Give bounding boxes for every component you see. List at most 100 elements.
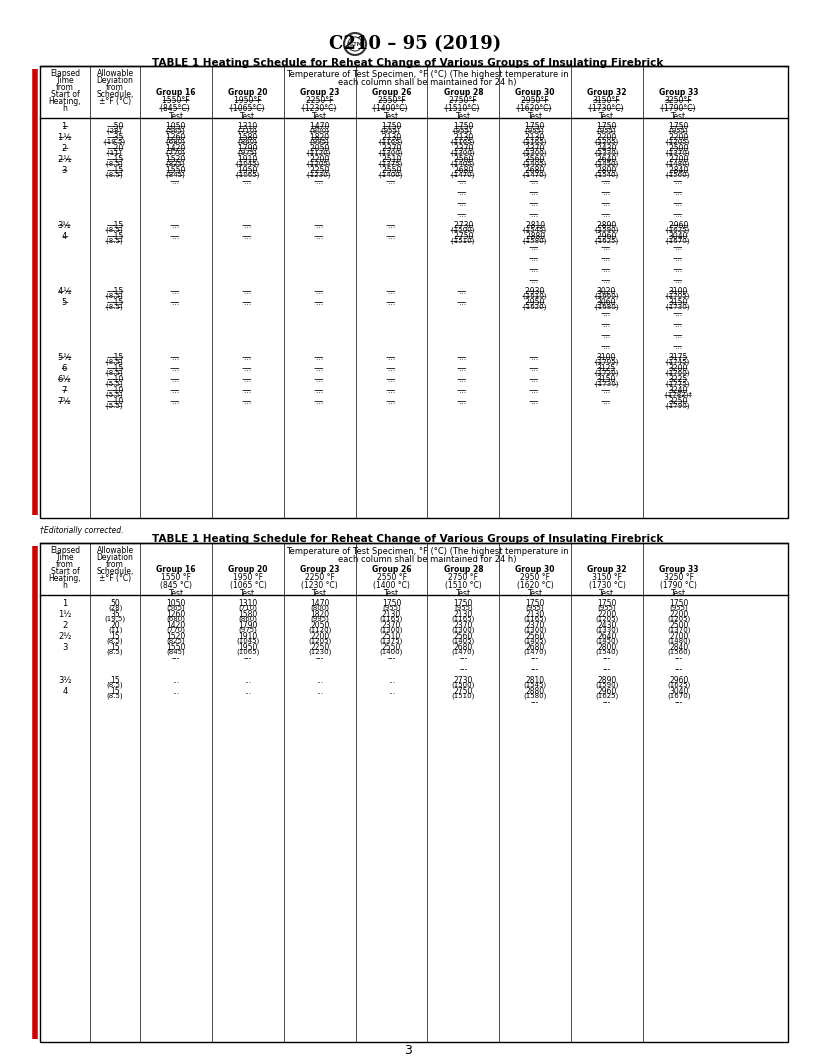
Text: —̶1̶5̶: —̶1̶5̶: [107, 232, 124, 241]
Text: 3̶1̶2̶5̶: 3̶1̶2̶5̶: [597, 364, 617, 373]
Text: each column shall be maintained for 24 h): each column shall be maintained for 24 h…: [338, 555, 517, 564]
Text: (1330): (1330): [595, 626, 619, 633]
Text: .̶.̶.̶: .̶.̶.̶: [316, 375, 323, 384]
Text: 3̶0̶4̶0̶: 3̶0̶4̶0̶: [669, 232, 689, 241]
Text: (825): (825): [166, 638, 185, 644]
Text: 2370: 2370: [526, 621, 545, 630]
Text: —̶5̶0̶: —̶5̶0̶: [106, 122, 124, 131]
Text: 3̶1̶0̶0̶: 3̶1̶0̶0̶: [597, 353, 617, 362]
Text: (̶1̶7̶2̶0̶)̶: (̶1̶7̶2̶0̶)̶: [596, 370, 619, 376]
Text: (̶1̶5̶1̶0̶)̶: (̶1̶5̶1̶0̶)̶: [452, 238, 475, 244]
Text: ---: ---: [172, 654, 180, 663]
Text: ---: ---: [531, 654, 539, 663]
Text: Time: Time: [55, 76, 74, 84]
Text: 1790: 1790: [238, 621, 258, 630]
Text: (̶1̶2̶3̶0̶°̶C̶)̶: (̶1̶2̶3̶0̶°̶C̶)̶: [303, 103, 337, 113]
Text: (̶8̶4̶5̶)̶: (̶8̶4̶5̶)̶: [166, 171, 185, 178]
Text: 2̶6̶4̶0̶: 2̶6̶4̶0̶: [597, 155, 617, 164]
Text: Allowable: Allowable: [96, 69, 134, 78]
Text: .̶.̶.̶: .̶.̶.̶: [388, 232, 395, 241]
Text: .̶.̶.̶: .̶.̶.̶: [316, 232, 323, 241]
Text: (1730 °C): (1730 °C): [588, 581, 625, 590]
Text: Test: Test: [456, 589, 471, 598]
Text: from: from: [56, 560, 74, 569]
Text: (̶8̶0̶0̶)̶: (̶8̶0̶0̶)̶: [310, 128, 329, 134]
Text: (1580): (1580): [524, 693, 547, 699]
Text: .̶.̶.̶: .̶.̶.̶: [675, 199, 682, 208]
Text: .̶.̶.̶: .̶.̶.̶: [531, 243, 539, 252]
Text: (̶7̶1̶0̶)̶: (̶7̶1̶0̶)̶: [238, 128, 257, 134]
Text: .̶.̶.̶: .̶.̶.̶: [675, 276, 682, 285]
Text: (1625): (1625): [667, 681, 690, 689]
Text: 2130: 2130: [382, 610, 401, 619]
Text: Heating,: Heating,: [49, 97, 82, 106]
Text: ±°F (°C): ±°F (°C): [99, 97, 131, 106]
Text: 1750: 1750: [669, 599, 689, 608]
Text: .̶.̶.̶: .̶.̶.̶: [459, 397, 467, 406]
Text: .̶.̶.̶: .̶.̶.̶: [388, 221, 395, 230]
Text: (̶8̶.̶5̶)̶: (̶8̶.̶5̶)̶: [107, 226, 123, 233]
Text: .̶.̶.̶: .̶.̶.̶: [459, 210, 467, 219]
Text: (̶5̶.̶5̶)̶: (̶5̶.̶5̶)̶: [107, 380, 123, 386]
Text: Test: Test: [456, 112, 471, 121]
Text: (̶1̶1̶6̶5̶)̶: (̶1̶1̶6̶5̶)̶: [452, 138, 475, 145]
Text: 2̶2̶5̶0̶°̶F̶: 2̶2̶5̶0̶°̶F̶: [306, 96, 334, 105]
Text: .̶.̶.̶: .̶.̶.̶: [531, 177, 539, 186]
Text: (955): (955): [669, 604, 688, 611]
Text: (̶1̶3̶0̶0̶)̶: (̶1̶3̶0̶0̶)̶: [451, 150, 475, 156]
Text: ...: ...: [244, 687, 251, 696]
Text: 4: 4: [63, 687, 68, 696]
Text: (770): (770): [166, 626, 185, 633]
Text: (̶1̶2̶0̶5̶)̶: (̶1̶2̶0̶5̶)̶: [667, 138, 690, 145]
Text: .̶.̶.̶: .̶.̶.̶: [172, 375, 180, 384]
Text: (1400): (1400): [380, 648, 403, 655]
Text: 1̶5̶2̶0̶: 1̶5̶2̶0̶: [166, 155, 186, 164]
Text: (̶1̶3̶7̶0̶)̶: (̶1̶3̶7̶0̶)̶: [667, 150, 690, 156]
Text: (̶8̶.̶5̶)̶: (̶8̶.̶5̶)̶: [107, 358, 123, 365]
Text: (̶9̶7̶5̶)̶: (̶9̶7̶5̶)̶: [238, 150, 257, 156]
Text: 3150 °F: 3150 °F: [592, 573, 622, 582]
Text: .̶.̶.̶: .̶.̶.̶: [531, 188, 539, 197]
Text: 1̶5̶5̶0̶: 1̶5̶5̶0̶: [166, 166, 186, 175]
Text: .̶.̶.̶: .̶.̶.̶: [459, 188, 467, 197]
Text: ±°F (°C): ±°F (°C): [99, 574, 131, 583]
Text: 1520: 1520: [166, 631, 186, 641]
Text: (860): (860): [238, 616, 257, 622]
Text: 1750: 1750: [526, 599, 545, 608]
Text: .̶.̶.̶: .̶.̶.̶: [531, 386, 539, 395]
Text: 2200: 2200: [597, 610, 617, 619]
Text: Group 32: Group 32: [588, 88, 627, 97]
Text: 3̶1̶0̶0̶: 3̶1̶0̶0̶: [669, 287, 689, 296]
Text: (800): (800): [310, 604, 329, 611]
Text: 2560: 2560: [454, 631, 473, 641]
Text: ---: ---: [675, 654, 683, 663]
Text: 2810: 2810: [526, 676, 545, 685]
Text: .̶.̶.̶: .̶.̶.̶: [531, 364, 539, 373]
Text: (̶2̶8̶)̶: (̶2̶8̶)̶: [108, 128, 122, 134]
Text: ---: ---: [675, 665, 683, 674]
Text: (8.5): (8.5): [107, 681, 123, 689]
Text: .̶.̶.̶: .̶.̶.̶: [316, 386, 323, 395]
Bar: [40, 65, 788, 518]
Text: (̶5̶.̶5̶)̶: (̶5̶.̶5̶)̶: [107, 392, 123, 398]
Text: (̶1̶4̶0̶0̶)̶: (̶1̶4̶0̶0̶)̶: [380, 171, 403, 178]
Text: 1: 1: [63, 599, 68, 608]
Text: (1450): (1450): [596, 638, 619, 644]
Text: 3̶2̶5̶0̶°̶F̶: 3̶2̶5̶0̶°̶F̶: [665, 96, 693, 105]
Text: (̶1̶5̶6̶0̶)̶: (̶1̶5̶6̶0̶)̶: [667, 171, 690, 178]
Text: 15: 15: [110, 676, 120, 685]
Text: (1205): (1205): [667, 616, 690, 622]
Text: 20: 20: [110, 621, 120, 630]
Text: ---: ---: [603, 654, 611, 663]
Text: 2130: 2130: [526, 610, 545, 619]
Text: (̶8̶6̶0̶)̶: (̶8̶6̶0̶)̶: [238, 138, 257, 145]
Text: 2̶8̶8̶0̶: 2̶8̶8̶0̶: [526, 232, 545, 241]
Text: (1230 °C): (1230 °C): [301, 581, 338, 590]
Text: .̶.̶.̶: .̶.̶.̶: [675, 265, 682, 274]
Text: 2̶6̶8̶0̶: 2̶6̶8̶0̶: [454, 166, 473, 175]
Text: Temperature of Test Specimen, °F (°C) (The highest temperature in: Temperature of Test Specimen, °F (°C) (T…: [286, 70, 569, 79]
Text: (1545): (1545): [524, 681, 547, 689]
Text: (̶1̶7̶7̶5̶)̶: (̶1̶7̶7̶5̶)̶: [667, 380, 690, 386]
Text: Temperature of Test Specimen, °F (°C) (The highest temperature in: Temperature of Test Specimen, °F (°C) (T…: [286, 547, 569, 557]
Text: (955): (955): [382, 604, 401, 611]
